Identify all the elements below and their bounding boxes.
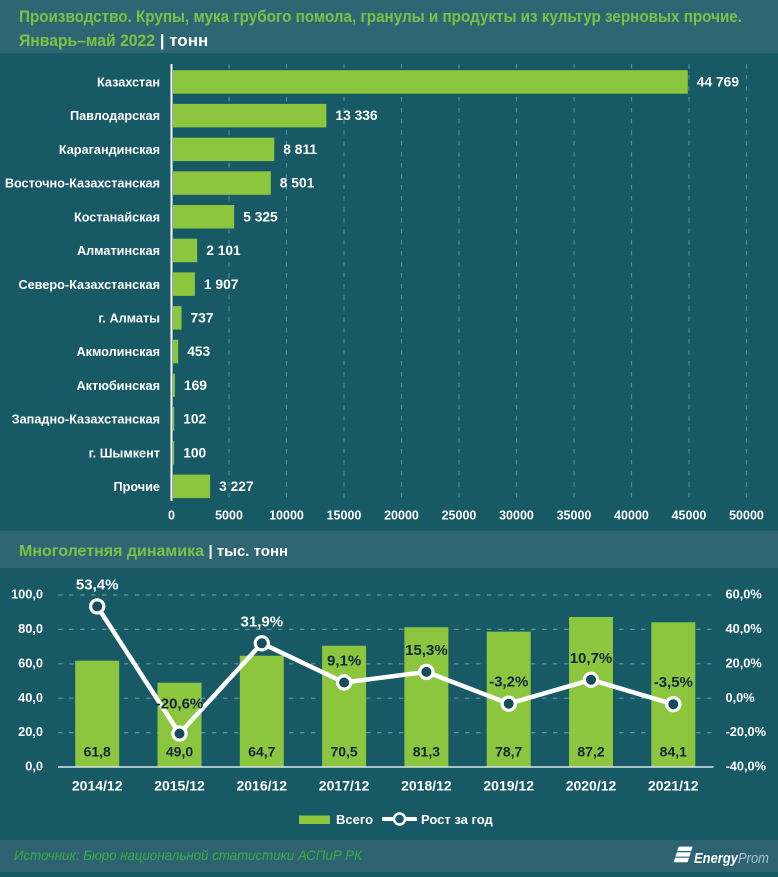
svg-text:г. Шымкент: г. Шымкент [89,446,160,460]
svg-text:50000: 50000 [729,509,764,523]
svg-text:Павлодарская: Павлодарская [70,109,160,123]
svg-text:78,7: 78,7 [495,743,522,759]
svg-text:100,0: 100,0 [11,587,43,602]
svg-text:-20,0%: -20,0% [726,724,767,739]
svg-text:87,2: 87,2 [577,743,604,759]
svg-text:20000: 20000 [384,509,419,523]
svg-text:49,0: 49,0 [166,743,193,759]
svg-text:80,0: 80,0 [18,621,43,636]
svg-text:453: 453 [187,344,210,359]
svg-text:Многолетняя динамика | тыс. то: Многолетняя динамика | тыс. тонн [19,543,288,560]
svg-text:13 336: 13 336 [335,108,378,123]
svg-text:8 811: 8 811 [283,142,317,157]
svg-text:EnergyProm: EnergyProm [694,851,769,867]
svg-text:2016/12: 2016/12 [236,778,287,794]
svg-text:Рост за год: Рост за год [421,812,493,827]
svg-text:2015/12: 2015/12 [154,778,205,794]
svg-text:20,0%: 20,0% [726,655,763,670]
svg-text:г. Алматы: г. Алматы [98,312,160,326]
svg-text:61,8: 61,8 [84,743,111,759]
svg-text:64,7: 64,7 [248,743,275,759]
svg-text:70,5: 70,5 [330,743,357,759]
svg-text:5 325: 5 325 [243,209,278,224]
svg-text:15000: 15000 [327,509,362,523]
svg-text:169: 169 [184,378,207,393]
svg-text:81,3: 81,3 [413,743,440,759]
svg-text:8 501: 8 501 [280,176,315,191]
svg-text:2014/12: 2014/12 [72,778,123,794]
svg-text:Алматинская: Алматинская [77,244,160,258]
svg-text:3 227: 3 227 [219,479,254,494]
svg-text:2 101: 2 101 [206,243,241,258]
svg-text:25000: 25000 [442,509,477,523]
svg-text:2019/12: 2019/12 [483,778,534,794]
svg-text:Всего: Всего [336,812,373,827]
svg-text:30000: 30000 [499,509,534,523]
svg-text:40000: 40000 [614,509,649,523]
svg-text:40,0%: 40,0% [726,621,763,636]
svg-text:2018/12: 2018/12 [401,778,452,794]
svg-text:0: 0 [168,509,175,523]
svg-text:0,0%: 0,0% [726,690,756,705]
svg-text:9,1%: 9,1% [327,653,361,670]
svg-text:84,1: 84,1 [660,743,687,759]
svg-text:-40,0%: -40,0% [726,759,767,774]
svg-text:2021/12: 2021/12 [648,778,699,794]
svg-text:40,0: 40,0 [18,690,43,705]
svg-text:10,7%: 10,7% [570,650,613,667]
svg-text:1 907: 1 907 [204,277,239,292]
svg-text:Прочие: Прочие [113,480,160,494]
svg-text:5000: 5000 [215,509,243,523]
svg-text:Западно-Казахстанская: Западно-Казахстанская [12,413,160,427]
svg-text:53,4%: 53,4% [76,576,119,593]
svg-text:102: 102 [183,412,206,427]
svg-text:Карагандинская: Карагандинская [59,143,160,157]
svg-text:15,3%: 15,3% [405,642,448,659]
svg-text:Восточно-Казахстанская: Восточно-Казахстанская [5,177,160,191]
svg-text:737: 737 [191,311,214,326]
svg-text:100: 100 [183,445,206,460]
svg-text:20,0: 20,0 [18,724,43,739]
svg-text:-20,6%: -20,6% [156,696,204,713]
svg-text:2020/12: 2020/12 [566,778,617,794]
svg-text:-3,2%: -3,2% [489,674,528,691]
svg-text:0,0: 0,0 [25,759,43,774]
svg-text:2017/12: 2017/12 [319,778,370,794]
svg-text:31,9%: 31,9% [241,613,284,630]
svg-text:-3,5%: -3,5% [654,674,693,691]
svg-text:60,0%: 60,0% [726,587,763,602]
svg-text:Костанайская: Костанайская [74,210,160,224]
svg-text:44 769: 44 769 [697,75,740,90]
svg-text:45000: 45000 [672,509,707,523]
svg-text:35000: 35000 [557,509,592,523]
svg-text:Северо-Казахстанская: Северо-Казахстанская [18,278,160,292]
svg-text:Производство. Крупы, мука груб: Производство. Крупы, мука грубого помола… [19,7,742,26]
svg-text:Казахстан: Казахстан [97,76,160,90]
svg-text:Актюбинская: Актюбинская [76,379,160,393]
svg-text:Январь–май 2022 | тонн: Январь–май 2022 | тонн [19,31,208,50]
svg-text:Акмолинская: Акмолинская [76,345,160,359]
svg-text:10000: 10000 [269,509,304,523]
svg-text:Источник: Бюро национальной ст: Источник: Бюро национальной статистики А… [14,847,363,863]
svg-text:60,0: 60,0 [18,655,43,670]
